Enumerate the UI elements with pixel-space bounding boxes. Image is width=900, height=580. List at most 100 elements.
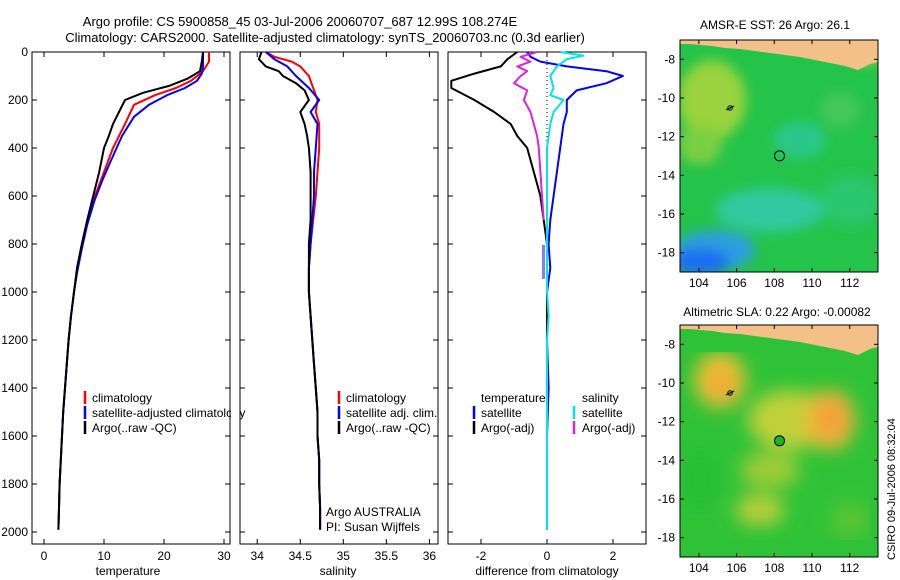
temperature-legend: climatology satellite-adjusted climatolo… [83, 391, 245, 435]
x-tick-label: 20 [157, 549, 171, 563]
java-coastline-land [680, 325, 878, 355]
difference-depth-ticks [448, 51, 646, 533]
y-tick-label: 800 [8, 237, 28, 251]
x-tick-label: 0 [544, 549, 551, 563]
map-y-tick-label: -10 [658, 376, 676, 390]
map-x-tick-label: 112 [840, 561, 859, 575]
sla-map-title: Altimetric SLA: 0.22 Argo: -0.00082 [683, 305, 871, 319]
y-tick-label: 1000 [1, 285, 28, 299]
map-y-tick-label: -16 [658, 492, 676, 506]
salinity-panel: 34 34.5 35 35.5 36 salinity climatology sate… [239, 51, 439, 578]
y-tick-label: 2000 [1, 525, 28, 539]
x-tick-label: 34 [251, 549, 265, 563]
map-y-tick-label: -14 [658, 168, 676, 182]
x-tick-label: 35 [337, 549, 351, 563]
series-line-argo-adj [450, 51, 548, 530]
figure-title-line1: Argo profile: CS 5900858_45 03-Jul-2006 … [83, 14, 518, 29]
profile-location-marker [774, 150, 785, 162]
series-line-satellite [526, 51, 624, 530]
difference-x-axis: -2 0 2 [476, 52, 617, 563]
map-x-tick-label: 108 [764, 561, 784, 575]
series-line-satellite-adj-clim [265, 51, 322, 530]
legend-label-argo: Argo(..raw -QC) [346, 421, 431, 435]
map-y-tick-label: -12 [658, 130, 676, 144]
map-y-tick-label: -8 [664, 52, 675, 66]
x-tick-label: 10 [97, 549, 111, 563]
sst-map-axes: 104 106 108 110 112 -8 -10 -12 -14 -16 -18 [658, 40, 878, 290]
profile-location-marker [774, 435, 785, 447]
island-land-ne [862, 44, 878, 58]
salinity-axis-label: salinity [320, 564, 357, 578]
float-owner-annotation: Argo AUSTRALIA [326, 505, 421, 519]
map-y-tick-label: -12 [658, 415, 676, 429]
map-x-tick-label: 108 [764, 276, 784, 290]
x-tick-label: 34.5 [289, 549, 313, 563]
legend-label-temp-argo: Argo(-adj) [481, 421, 534, 435]
x-tick-label: 2 [610, 549, 617, 563]
series-line-satellite-adjusted-climatology [57, 52, 204, 530]
difference-legend: temperature salinity satellite Argo(-adj… [472, 391, 635, 435]
map-y-tick-label: -18 [658, 531, 676, 545]
series-line-satellite [546, 51, 585, 530]
y-tick-label: 1800 [1, 477, 28, 491]
salinity-x-axis: 34 34.5 35 35.5 36 [251, 52, 436, 563]
map-x-tick-label: 106 [727, 276, 747, 290]
sampling-gap-marker [542, 245, 545, 279]
map-x-tick-label: 110 [802, 276, 821, 290]
map-y-tick-label: -10 [658, 91, 676, 105]
legend-label-temp-satellite: satellite [481, 406, 522, 420]
difference-profile-lines [450, 51, 624, 530]
y-tick-label: 400 [8, 141, 28, 155]
map-x-tick-label: 106 [727, 561, 747, 575]
panel-gap-mask [231, 395, 240, 440]
legend-label-satellite-adj: satellite adj. clim. [346, 406, 437, 420]
legend-header-salinity: salinity [582, 391, 619, 405]
sla-map-panel: Altimetric SLA: 0.22 Argo: -0.00082 104 1… [658, 305, 879, 575]
sla-map-axes: 104 106 108 110 112 -8 -10 -12 -14 -16 -18 [658, 325, 878, 575]
temperature-x-axis: 0 10 20 30 [41, 52, 231, 563]
map-y-tick-label: -14 [658, 453, 676, 467]
difference-panel: -2 0 2 difference from climatology tempera… [447, 51, 647, 578]
sst-heatmap [680, 40, 878, 272]
sst-map-frame [679, 39, 879, 273]
map-y-tick-label: -8 [664, 337, 675, 351]
timestamp-stamp: CSIRO 09-Jul-2006 08:32:04 [886, 418, 898, 560]
series-line-argo-raw-qc [57, 51, 204, 530]
java-coastline-land [680, 40, 878, 70]
figure-title-line2: Climatology: CARS2000. Satellite-adjuste… [65, 30, 585, 45]
depth-axis: 0 200 400 600 800 1000 1200 1400 1600 1800 2000 [1, 45, 230, 539]
series-line-argo-adj [513, 51, 545, 221]
series-line-climatology [265, 51, 322, 530]
legend-label-satellite-adjusted: satellite-adjusted climatology [92, 406, 245, 420]
y-tick-label: 600 [8, 189, 28, 203]
map-x-tick-label: 104 [689, 561, 709, 575]
y-tick-label: 1200 [1, 333, 28, 347]
temperature-axis-label: temperature [96, 564, 161, 578]
christmas-island-icon [725, 390, 735, 396]
map-x-tick-label: 110 [802, 561, 821, 575]
legend-label-argo: Argo(..raw -QC) [92, 421, 177, 435]
legend-header-temperature: temperature [481, 391, 546, 405]
x-tick-label: 0 [41, 549, 48, 563]
map-y-tick-label: -16 [658, 207, 676, 221]
difference-axis-label: difference from climatology [475, 564, 618, 578]
legend-label-sal-argo: Argo(-adj) [582, 421, 635, 435]
legend-label-sal-satellite: satellite [582, 406, 623, 420]
principal-investigator-annotation: PI: Susan Wijffels [326, 520, 420, 534]
series-line-argo-raw-qc [257, 51, 322, 530]
x-tick-label: -2 [476, 549, 487, 563]
temperature-profile-lines [57, 51, 210, 530]
salinity-depth-ticks [240, 51, 438, 533]
legend-label-climatology: climatology [92, 391, 152, 405]
christmas-island-icon [725, 105, 735, 111]
x-tick-label: 35.5 [375, 549, 399, 563]
map-x-tick-label: 104 [689, 276, 709, 290]
sst-map-title: AMSR-E SST: 26 Argo: 26.1 [700, 18, 850, 32]
temperature-panel: 0 200 400 600 800 1000 1200 1400 1600 1800 2000 0 1… [1, 45, 245, 578]
legend-label-climatology: climatology [346, 391, 406, 405]
sst-map-panel: AMSR-E SST: 26 Argo: 26.1 104 106 108 110 11… [658, 18, 879, 290]
salinity-profile-lines [257, 51, 322, 530]
y-tick-label: 0 [21, 45, 28, 59]
salinity-plot-frame [239, 51, 439, 545]
